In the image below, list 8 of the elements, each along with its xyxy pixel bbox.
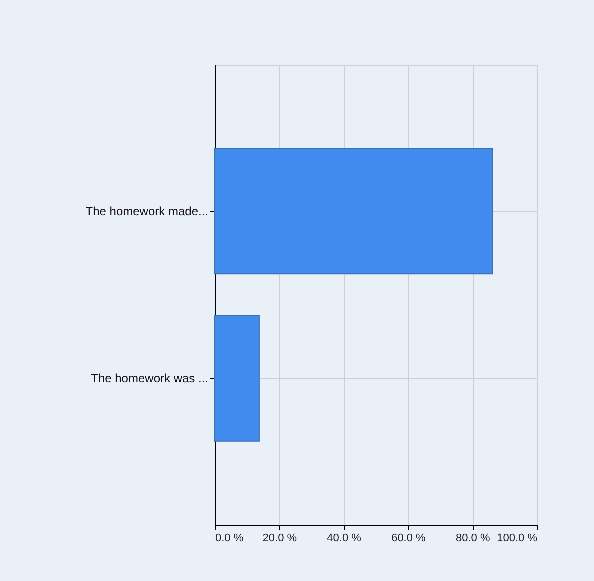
x-tick-label: 0.0 % xyxy=(216,532,244,544)
x-tick-label: 40.0 % xyxy=(327,532,362,544)
x-tick-label: 80.0 % xyxy=(456,532,490,544)
y-tick-label: The homework made... xyxy=(86,204,208,218)
y-tick-label: The homework was ... xyxy=(91,372,208,386)
x-tick-label: 60.0 % xyxy=(392,532,426,544)
x-tick-label: 20.0 % xyxy=(262,532,298,544)
x-tick-label: 100.0 % xyxy=(497,532,538,544)
